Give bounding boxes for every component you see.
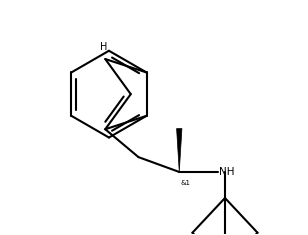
- Text: H: H: [100, 42, 107, 52]
- Text: NH: NH: [219, 167, 234, 177]
- Text: &1: &1: [181, 180, 191, 186]
- Polygon shape: [176, 129, 182, 172]
